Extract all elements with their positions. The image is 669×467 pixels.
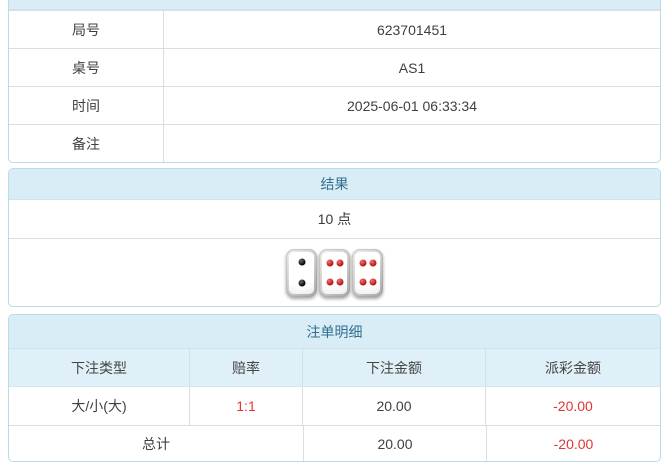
payout-cell: -20.00 — [553, 398, 593, 414]
die-face — [355, 251, 380, 294]
game-info-panel: 局号 623701451 桌号 AS1 时间 2025-06-01 06:33:… — [8, 0, 661, 163]
info-row-round: 局号 623701451 — [9, 10, 660, 48]
die-pip — [298, 279, 305, 287]
total-bet-amount-cell: 20.00 — [304, 426, 487, 461]
bets-panel-title: 注单明细 — [9, 315, 660, 349]
remark-label: 备注 — [9, 125, 164, 162]
table-number-label: 桌号 — [9, 49, 164, 86]
time-value: 2025-06-01 06:33:34 — [347, 97, 477, 114]
die-face — [289, 251, 314, 294]
result-panel: 结果 10 点 — [8, 168, 661, 307]
col-header-payout: 派彩金额 — [545, 359, 601, 376]
die — [286, 248, 317, 297]
info-row-remark: 备注 — [9, 124, 660, 162]
die-pip — [336, 278, 343, 286]
col-header-bet-amount: 下注金额 — [303, 349, 486, 386]
die-pip — [298, 258, 305, 266]
odds-cell: 1:1 — [190, 387, 303, 425]
bets-panel: 注单明细 下注类型 赔率 下注金额 派彩金额 大/小(大) 1:1 20.00 … — [8, 314, 661, 462]
round-number-value: 623701451 — [376, 21, 448, 38]
bet-row: 大/小(大) 1:1 20.00 -20.00 — [9, 387, 660, 425]
total-payout-cell: -20.00 — [553, 435, 594, 452]
info-row-table: 桌号 AS1 — [9, 48, 660, 86]
info-panel-heading-strip — [9, 0, 660, 10]
result-panel-title: 结果 — [9, 169, 660, 200]
bets-header-row: 下注类型 赔率 下注金额 派彩金额 — [9, 349, 660, 387]
die-pip — [369, 259, 376, 267]
result-points: 10 点 — [9, 200, 660, 239]
dice-row — [9, 239, 660, 306]
total-row: 总计 20.00 -20.00 — [9, 425, 660, 461]
die-pip — [359, 259, 366, 267]
die — [319, 248, 350, 297]
info-row-time: 时间 2025-06-01 06:33:34 — [9, 86, 660, 124]
die-pip — [326, 259, 333, 267]
die-pip — [336, 259, 343, 267]
die-face — [322, 251, 347, 294]
col-header-bet-type: 下注类型 — [9, 349, 190, 386]
bet-amount-cell: 20.00 — [303, 387, 486, 425]
bet-type-cell: 大/小(大) — [9, 387, 190, 425]
die-pip — [369, 278, 376, 286]
die-pip — [359, 278, 366, 286]
table-number-value: AS1 — [398, 59, 426, 76]
die-pip — [326, 278, 333, 286]
time-label: 时间 — [9, 87, 164, 124]
total-label-cell: 总计 — [9, 426, 304, 461]
die — [352, 248, 383, 297]
col-header-odds: 赔率 — [190, 349, 303, 386]
remark-value — [164, 125, 660, 162]
round-number-label: 局号 — [9, 11, 164, 48]
